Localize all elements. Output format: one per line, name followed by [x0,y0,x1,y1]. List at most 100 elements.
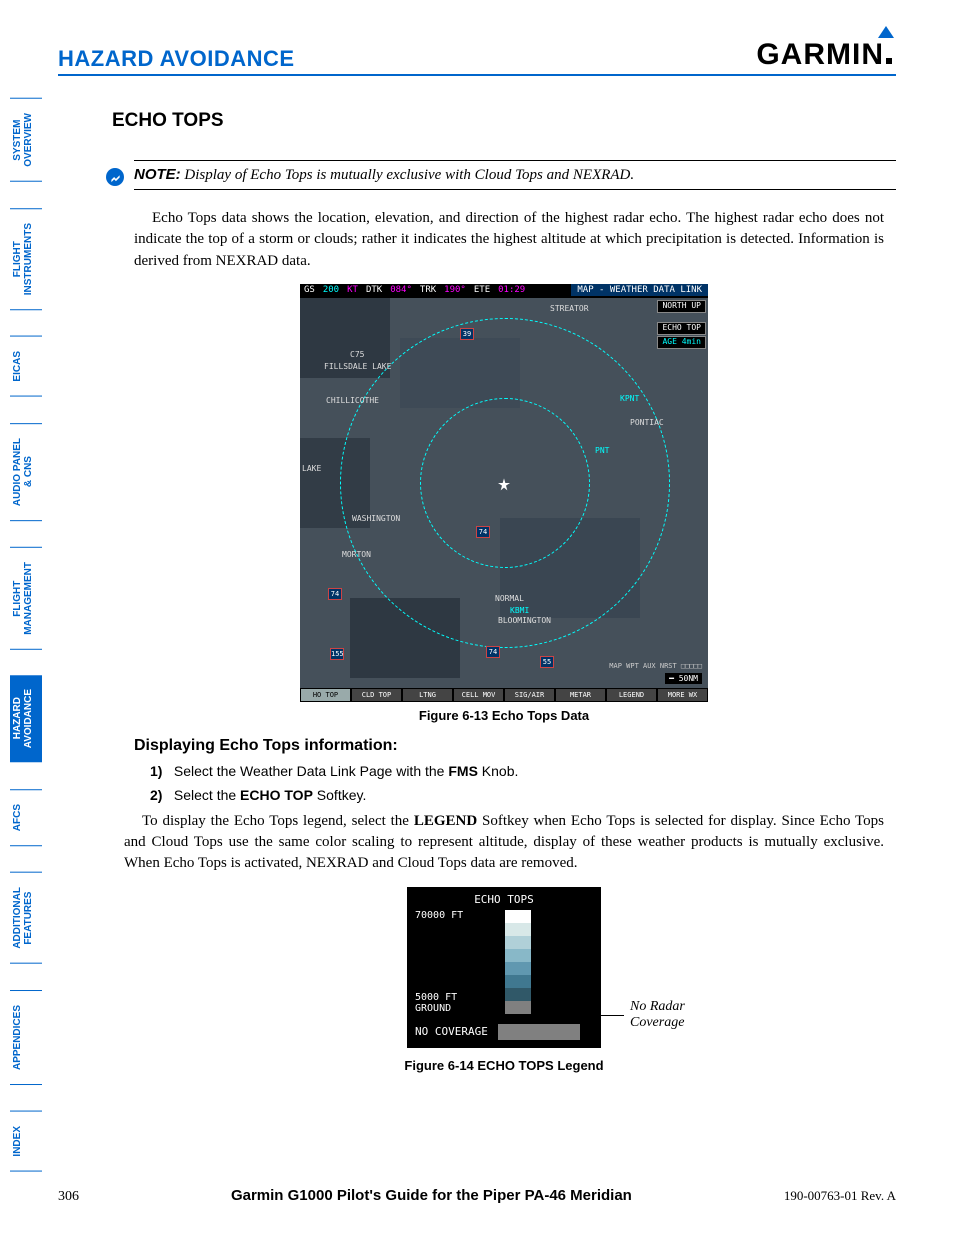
header-title: HAZARD AVOIDANCE [58,46,295,72]
step-2-post: Softkey. [313,787,366,803]
figure-2-caption: Figure 6-14 ECHO TOPS Legend [304,1058,704,1073]
logo-triangle-icon [878,26,894,38]
legend-box: ECHO TOPS 70000 FT 5000 FT GROUND [407,887,601,1048]
note-block: NOTE: Display of Echo Tops is mutually e… [134,160,896,190]
trk-label: TRK [420,285,436,297]
softkey-ho-top[interactable]: HO TOP [300,688,351,702]
hwy-74a: 74 [476,526,490,538]
hwy-74b: 74 [486,646,500,658]
main-content: ECHO TOPS NOTE: Display of Echo Tops is … [112,110,896,1073]
gs-label: GS [304,285,315,297]
step-1-pre: Select the Weather Data Link Page with t… [174,763,448,779]
lbl-pnt: PNT [595,446,609,455]
legend-swatch [505,949,531,962]
lbl-normal: NORMAL [495,594,524,603]
dtk-value: 084° [390,285,412,297]
legend-swatch [505,923,531,936]
subheading: Displaying Echo Tops information: [134,737,896,755]
lbl-chillicothe: CHILLICOTHE [326,396,379,405]
annot-no-radar: No Radar [630,999,685,1015]
legend-top-label: 70000 FT [415,910,495,921]
body-paragraph-1: Echo Tops data shows the location, eleva… [134,208,884,272]
lbl-c75: C75 [350,350,364,359]
gs-value: 200 [323,285,339,297]
lbl-kpnt: KPNT [620,394,639,403]
lbl-washington: WASHINGTON [352,514,400,523]
step-2-bold: ECHO TOP [240,787,313,803]
step-2-num: 2) [150,787,170,803]
lbl-kbmi: KBMI [510,606,529,615]
annot-coverage: Coverage [630,1015,684,1031]
no-coverage-swatch [498,1024,580,1040]
tab-flight-instruments[interactable]: FLIGHT INSTRUMENTS [10,208,42,310]
lbl-pontiac: PONTIAC [630,418,664,427]
section-title: ECHO TOPS [112,110,896,132]
step-1-bold: FMS [448,763,478,779]
aircraft-icon [496,477,512,493]
legend-scale [505,910,531,1014]
footer-rev: 190-00763-01 Rev. A [784,1188,896,1204]
logo-dot-icon [886,58,892,64]
figure-2: ECHO TOPS 70000 FT 5000 FT GROUND [304,887,704,1073]
step-1: 1) Select the Weather Data Link Page wit… [150,763,896,779]
legend-ground-label: GROUND [415,1003,495,1014]
para2-pre: To display the Echo Tops legend, select … [142,813,414,829]
map-body: STREATOR C75 FILLSDALE LAKE CHILLICOTHE … [300,298,708,688]
no-coverage-label: NO COVERAGE [415,1025,488,1038]
tab-afcs[interactable]: AFCS [10,789,42,846]
softkey-legend[interactable]: LEGEND [606,688,657,702]
lbl-morton: MORTON [342,550,371,559]
lbl-fillsdale: FILLSDALE LAKE [324,362,391,371]
note-text: Display of Echo Tops is mutually exclusi… [181,167,634,183]
tab-audio-panel[interactable]: AUDIO PANEL & CNS [10,423,42,521]
sidebar-tabs: SYSTEM OVERVIEW FLIGHT INSTRUMENTS EICAS… [10,98,46,1197]
hwy-155: 155 [330,648,344,660]
tab-index[interactable]: INDEX [10,1111,42,1172]
hwy-39: 39 [460,328,474,340]
page-header: HAZARD AVOIDANCE GARMIN [58,38,896,76]
logo-text: GARMIN [756,38,884,71]
softkey-row: HO TOP CLD TOP LTNG CELL MOV SIG/AIR MET… [300,688,708,702]
legend-swatch [505,975,531,988]
page-group-row: MAP WPT AUX NRST □□□□□ [609,662,702,670]
figure-1: GS 200KT DTK 084° TRK 190° ETE 01:29 MAP… [112,284,896,723]
lbl-streator: STREATOR [550,304,589,313]
note-icon [106,168,124,186]
map-title: MAP - WEATHER DATA LINK [571,284,708,296]
step-1-post: Knob. [478,763,518,779]
figure-1-caption: Figure 6-13 Echo Tops Data [112,708,896,723]
garmin-logo: GARMIN [756,38,896,72]
legend-swatch [505,1001,531,1014]
hwy-55: 55 [540,656,554,668]
tab-additional-features[interactable]: ADDITIONAL FEATURES [10,872,42,964]
softkey-more-wx[interactable]: MORE WX [657,688,708,702]
softkey-ltng[interactable]: LTNG [402,688,453,702]
legend-swatch [505,988,531,1001]
lbl-lake: LAKE [302,464,321,473]
legend-title: ECHO TOPS [415,893,593,906]
page-footer: 306 Garmin G1000 Pilot's Guide for the P… [58,1187,896,1205]
tab-hazard-avoidance[interactable]: HAZARD AVOIDANCE [10,675,42,762]
legend-swatch [505,962,531,975]
legend-swatch [505,936,531,949]
tab-flight-management[interactable]: FLIGHT MANAGEMENT [10,547,42,650]
softkey-sig-air[interactable]: SIG/AIR [504,688,555,702]
page-number: 306 [58,1189,79,1205]
softkey-cell-mov[interactable]: CELL MOV [453,688,504,702]
scale-bar: ━ 50NM [665,673,702,684]
note-label: NOTE: [134,166,181,183]
step-1-num: 1) [150,763,170,779]
tab-appendices[interactable]: APPENDICES [10,990,42,1085]
legend-bottom-label: 5000 FT [415,992,495,1003]
lbl-bloomington: BLOOMINGTON [498,616,551,625]
para2-bold: LEGEND [414,813,477,829]
tab-eicas[interactable]: EICAS [10,336,42,397]
ete-value: 01:29 [498,285,525,297]
gs-unit: KT [347,285,358,297]
footer-title: Garmin G1000 Pilot's Guide for the Piper… [231,1187,632,1204]
ete-label: ETE [474,285,490,297]
map-display: GS 200KT DTK 084° TRK 190° ETE 01:29 MAP… [300,284,708,702]
tab-system-overview[interactable]: SYSTEM OVERVIEW [10,98,42,182]
softkey-metar[interactable]: METAR [555,688,606,702]
softkey-cld-top[interactable]: CLD TOP [351,688,402,702]
